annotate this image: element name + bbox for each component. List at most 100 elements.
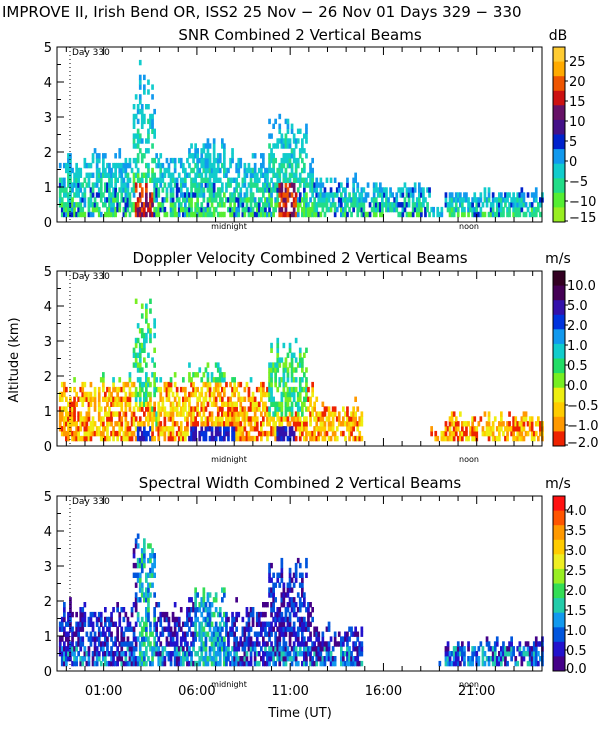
doppler-data-cell [315,416,319,422]
width-data-cell [500,651,503,657]
snr-data-cell [487,197,491,203]
snr-data-cell [118,148,122,154]
snr-data-cell [134,113,138,120]
snr-data-cell [99,211,103,218]
snr-data-cell [239,202,243,208]
width-data-cell [134,636,138,642]
width-data-cell [461,651,464,657]
width-data-cell [231,656,234,662]
doppler-data-cell [153,347,156,353]
doppler-data-field [58,298,544,442]
width-data-cell [136,557,140,564]
snr-data-cell [284,177,288,183]
snr-data-cell [151,118,154,125]
width-data-cell [77,641,80,647]
doppler-data-cell [260,396,263,402]
width-data-cell [276,611,280,618]
doppler-data-cell [522,416,526,422]
doppler-data-cell [280,411,284,417]
snr-data-cell [337,197,341,203]
snr-data-cell [298,197,302,203]
snr-data-cell [344,197,347,203]
doppler-data-cell [360,411,364,417]
width-data-cell [489,656,493,662]
doppler-data-cell [192,381,195,388]
snr-data-cell [247,211,251,218]
width-data-cell [97,641,101,647]
doppler-data-cell [128,430,132,437]
snr-data-cell [276,143,280,149]
doppler-data-cell [430,426,433,432]
snr-data-cell [114,211,117,218]
doppler-data-cell [317,426,321,432]
width-data-cell [204,616,208,623]
width-data-cell [459,646,462,652]
doppler-data-cell [81,401,85,407]
doppler-data-cell [280,377,284,383]
snr-data-cell [298,192,302,198]
doppler-data-cell [83,396,87,402]
snr-data-cell [469,202,472,208]
doppler-data-cell [147,411,150,417]
doppler-data-cell [358,421,362,427]
doppler-data-cell [221,372,224,378]
snr-data-cell [356,182,360,188]
width-data-cell [169,626,173,632]
width-data-cell [260,631,263,637]
snr-data-cell [276,187,280,193]
snr-data-cell [290,148,294,154]
doppler-data-cell [192,411,195,417]
snr-data-cell [136,108,140,115]
width-data-cell [87,660,91,667]
doppler-data-cell [202,430,206,437]
snr-data-cell [173,182,177,188]
width-data-cell [167,621,171,627]
snr-data-cell [179,162,183,169]
doppler-data-cell [58,391,62,398]
width-data-cell [149,646,152,652]
width-data-cell [198,602,202,608]
snr-data-cell [225,187,228,193]
doppler-data-cell [136,323,140,329]
snr-data-cell [362,211,366,218]
width-data-cell [202,626,206,632]
snr-data-cell [214,172,218,178]
doppler-data-cell [493,435,497,442]
snr-data-cell [268,153,271,159]
width-data-cell [356,646,360,652]
doppler-data-cell [528,426,532,432]
doppler-data-cell [274,381,277,388]
width-data-cell [194,651,197,657]
snr-data-cell [83,202,87,208]
snr-data-cell [58,192,62,198]
doppler-data-cell [465,435,468,442]
snr-data-cell [192,167,195,174]
doppler-data-cell [471,430,474,437]
width-data-cell [87,656,91,662]
snr-data-cell [138,133,142,139]
snr-data-cell [91,192,95,198]
snr-data-cell [118,153,122,159]
width-data-cell [227,651,230,657]
width-data-cell [153,626,156,632]
doppler-data-cell [487,426,491,432]
snr-data-cell [202,157,206,164]
width-data-cell [327,646,331,652]
doppler-data-cell [227,435,230,442]
snr-data-cell [305,211,308,218]
snr-data-cell [231,177,234,183]
width-data-cell [266,602,269,608]
doppler-data-cell [278,357,282,363]
width-data-cell [280,572,284,578]
snr-data-cell [463,192,466,198]
doppler-data-cell [522,421,526,427]
doppler-data-cell [264,406,267,412]
doppler-data-cell [247,406,251,412]
doppler-data-cell [282,342,286,349]
doppler-data-cell [71,416,74,422]
snr-data-cell [274,182,277,188]
width-data-cell [516,646,520,652]
width-data-cell [175,621,179,627]
snr-data-cell [159,177,163,183]
doppler-data-cell [221,416,224,422]
